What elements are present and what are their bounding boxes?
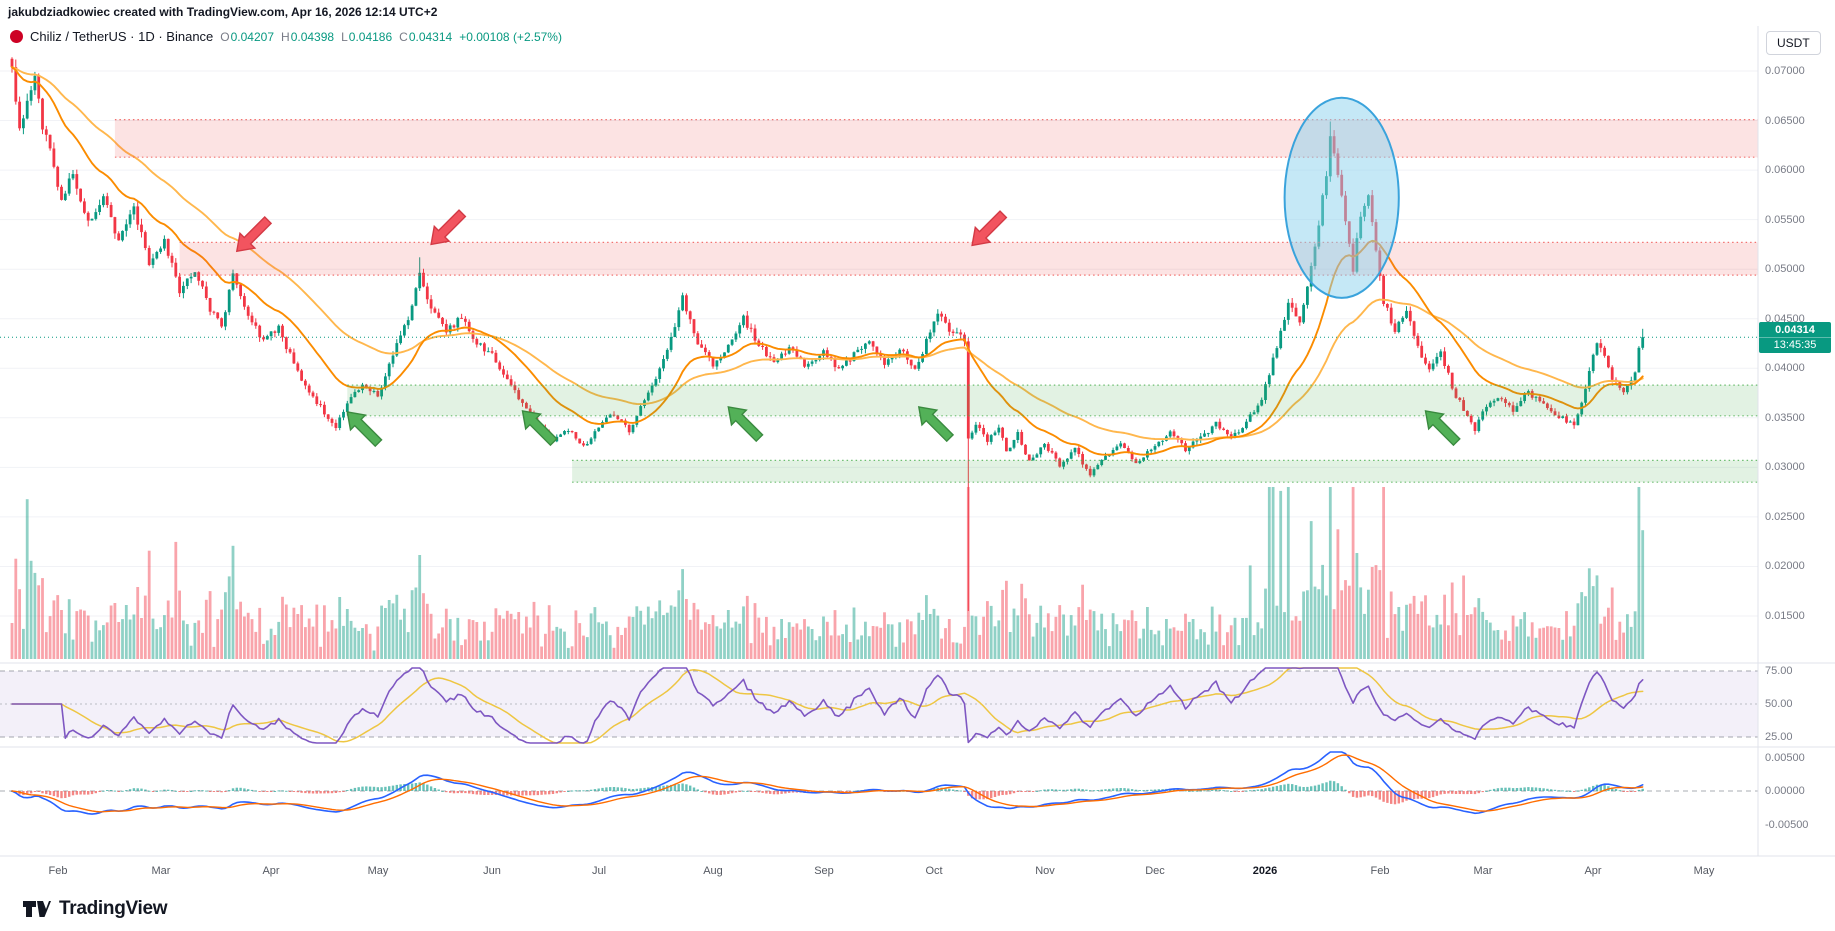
axis-tick-label: 0.05500	[1765, 213, 1805, 226]
highlight-ellipse	[1283, 96, 1400, 299]
axis-tick-label: 0.00500	[1765, 751, 1805, 764]
pane-separators	[0, 26, 1835, 857]
last-price-tag: 0.04314 13:45:35	[1759, 322, 1831, 353]
time-axis-label[interactable]: Jun	[483, 865, 501, 877]
axis-tick-label: 0.06000	[1765, 164, 1805, 177]
axis-tick-label: 50.00	[1765, 698, 1793, 710]
open-value: 0.04207	[230, 29, 275, 44]
price-gridlines	[0, 70, 1758, 617]
tradingview-logo-text: TradingView	[59, 898, 168, 919]
time-axis-label[interactable]: Sep	[814, 865, 834, 877]
close-label: C	[399, 29, 408, 44]
time-axis-label[interactable]: Feb	[1370, 865, 1390, 877]
time-axis-label[interactable]: 2026	[1252, 865, 1278, 877]
axis-tick-label: 0.07000	[1765, 65, 1805, 77]
axis-tick-label: 0.02500	[1765, 510, 1805, 523]
open-label: O	[220, 29, 230, 44]
annotation-arrows	[235, 209, 1461, 448]
change-value: +0.00108 (+2.57%)	[459, 29, 562, 44]
time-axis-label[interactable]: Mar	[1473, 865, 1493, 877]
time-axis-label[interactable]: May	[367, 865, 389, 877]
time-axis-label[interactable]: Mar	[151, 865, 171, 877]
last-price-value: 0.04314	[1775, 324, 1815, 336]
tradingview-logo-icon	[23, 901, 51, 917]
volume-bars	[10, 487, 1645, 659]
axis-tick-label: 0.03000	[1765, 461, 1805, 474]
time-axis-label[interactable]: Nov	[1035, 865, 1055, 877]
axis-tick-label: 75.00	[1765, 665, 1793, 677]
axis-tick-label: 0.00000	[1765, 785, 1805, 797]
time-axis-label[interactable]: Aug	[703, 865, 723, 877]
axis-tick-label: 0.03500	[1765, 411, 1805, 424]
currency-toggle-button[interactable]: USDT	[1766, 31, 1821, 55]
axis-tick-label: 0.04500	[1765, 312, 1805, 325]
time-axis-label[interactable]: May	[1693, 865, 1715, 877]
axis-tick-label: 0.04000	[1765, 362, 1805, 375]
axis-tick-label: 0.02000	[1765, 560, 1805, 573]
attribution-text: jakubdziadkowiec created with TradingVie…	[8, 5, 438, 19]
ema-slow-line	[11, 66, 1644, 441]
axis-tick-label: 0.06500	[1765, 114, 1805, 127]
high-value: 0.04398	[290, 29, 335, 44]
axis-tick-label: 0.01500	[1765, 609, 1805, 622]
time-axis-label[interactable]: Oct	[925, 865, 943, 877]
time-axis-label[interactable]: Jul	[591, 865, 607, 877]
axis-tick-label: -0.00500	[1765, 818, 1809, 831]
high-label: H	[281, 29, 290, 44]
price-axis[interactable]: 0.07000 0.06500 0.06000 0.05500 0.05000 0.045…	[1758, 0, 1835, 886]
rsi-pane	[0, 667, 1758, 744]
chiliz-logo-icon	[10, 30, 23, 43]
time-axis-label[interactable]: Apr	[262, 865, 280, 877]
time-axis-label[interactable]: Dec	[1145, 865, 1165, 877]
time-axis-label[interactable]: Apr	[1584, 865, 1602, 877]
tradingview-logo[interactable]: TradingView	[22, 898, 168, 920]
axis-tick-label: 25.00	[1765, 731, 1793, 743]
low-label: L	[341, 29, 348, 44]
symbol-legend: Chiliz / TetherUS · 1D · Binance O 0.0420…	[10, 29, 562, 44]
supply-demand-zones	[114, 118, 1759, 483]
macd-pane	[0, 751, 1758, 815]
close-value: 0.04314	[408, 29, 453, 44]
axis-tick-label: 0.05000	[1765, 263, 1805, 276]
time-axis[interactable]: Feb Mar Apr May Jun Jul Aug Sep Oct Nov Dec 2026 Feb…	[0, 857, 1758, 885]
time-axis-label[interactable]: Feb	[48, 865, 68, 877]
symbol-title[interactable]: Chiliz / TetherUS · 1D · Binance	[30, 29, 214, 44]
low-value: 0.04186	[348, 29, 393, 44]
bar-countdown: 13:45:35	[1759, 337, 1831, 353]
